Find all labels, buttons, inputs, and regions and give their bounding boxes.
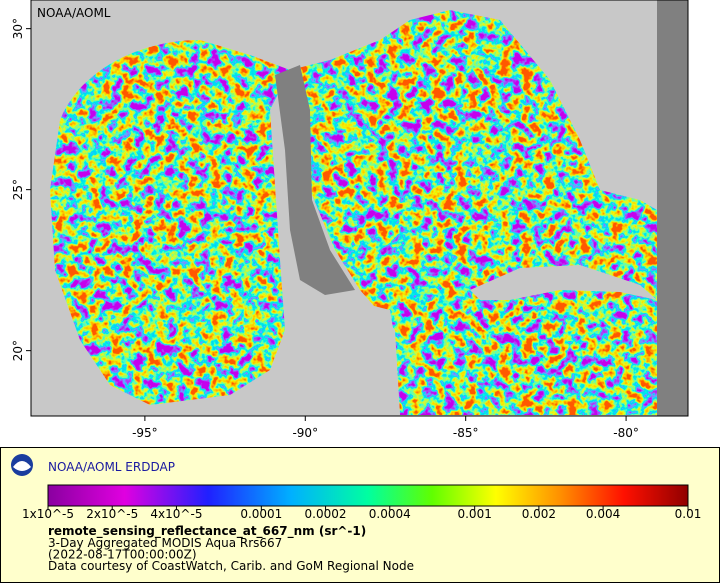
- legend-title: NOAA/AOML ERDDAP: [48, 460, 175, 474]
- y-tick-label: 30°: [11, 18, 25, 39]
- yucatan: [240, 300, 400, 415]
- colorbar-tick-label: 0.0002: [305, 507, 347, 521]
- legend-line: Data courtesy of CoastWatch, Carib. and …: [48, 559, 414, 573]
- colorbar-tick-label: 0.002: [522, 507, 556, 521]
- colorbar-tick-label: 0.0001: [240, 507, 282, 521]
- variable-name: remote_sensing_reflectance_at_667_nm (sr…: [48, 524, 366, 539]
- colorbar-tick-label: 4x10^-5: [150, 507, 202, 521]
- legend-panel: NOAA/AOML ERDDAP remote_sensing_reflecta…: [0, 447, 720, 583]
- y-tick-label: 20°: [11, 340, 25, 361]
- y-tick-label: 25°: [11, 179, 25, 200]
- x-tick-label: -80°: [613, 426, 639, 440]
- legend-box: [0, 447, 720, 583]
- colorbar-tick-label: 0.0004: [369, 507, 411, 521]
- x-tick-label: -90°: [292, 426, 318, 440]
- colorbar-tick-label: 0.004: [586, 507, 620, 521]
- colorbar-tick-label: 1x10^-5: [22, 507, 74, 521]
- colorbar-tick-label: 2x10^-5: [86, 507, 138, 521]
- colorbar: [47, 484, 689, 507]
- legend-line: (2022-08-17T00:00:00Z): [48, 548, 197, 562]
- colorbar-tick-label: 0.01: [675, 507, 702, 521]
- map-frame: [30, 0, 689, 417]
- colorbar-tick-label: 0.001: [457, 507, 491, 521]
- map-credit: NOAA/AOML: [37, 6, 111, 20]
- noaa-logo-bird: [13, 461, 31, 471]
- map-area: NOAA/AOML: [30, 0, 689, 417]
- cuba: [470, 265, 657, 300]
- x-tick-label: -85°: [453, 426, 479, 440]
- x-tick-label: -95°: [132, 426, 158, 440]
- no-data: [657, 0, 688, 416]
- no-data: [275, 65, 355, 295]
- florida: [600, 40, 657, 200]
- legend-line: 3-Day Aggregated MODIS Aqua Rrs667: [48, 536, 282, 550]
